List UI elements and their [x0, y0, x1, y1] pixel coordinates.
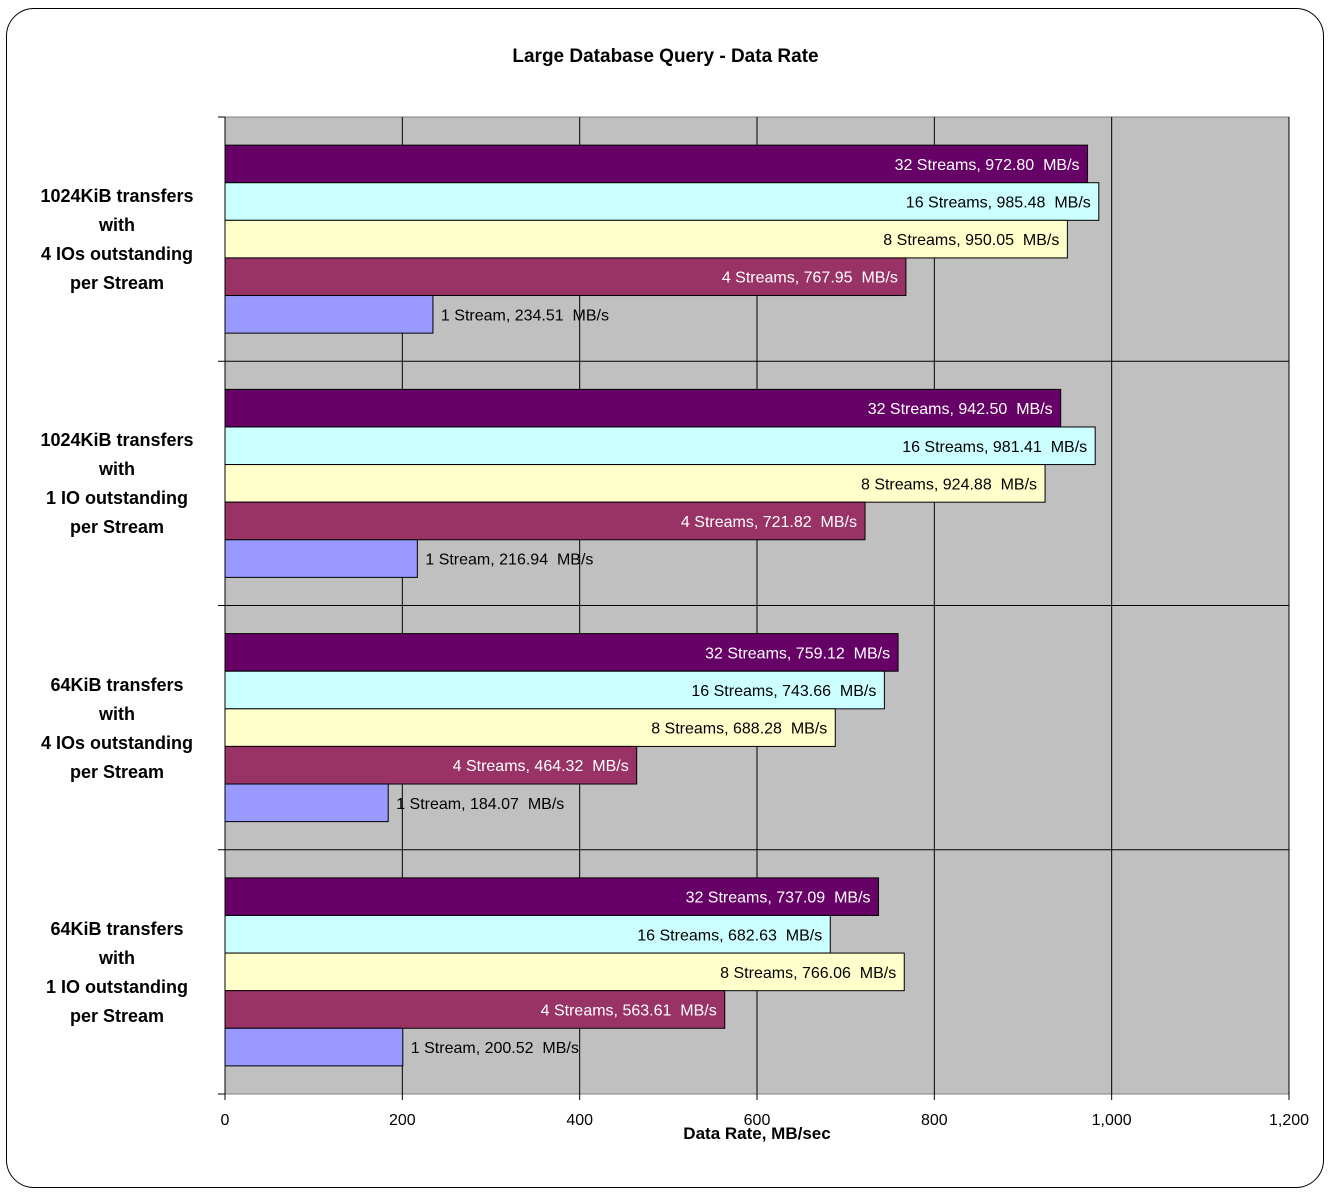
bar — [224, 539, 418, 578]
category-label: 64KiB transfers with 4 IOs outstanding per … — [12, 671, 222, 787]
bar — [224, 1027, 404, 1067]
data-label: 1 Stream, 234.51 MB/s — [441, 307, 609, 324]
data-label: 4 Streams, 721.82 MB/s — [681, 514, 857, 531]
bar — [224, 914, 831, 954]
bar — [224, 877, 880, 916]
bar — [224, 257, 907, 297]
category-label: 1024KiB transfers with 4 IOs outstanding pe… — [12, 182, 222, 298]
data-label: 1 Stream, 184.07 MB/s — [396, 796, 564, 813]
x-tick-label: 1,000 — [1092, 1112, 1132, 1129]
bar — [224, 295, 434, 334]
category-label: 1024KiB transfers with 1 IO outstanding per… — [12, 426, 222, 542]
bar — [224, 670, 885, 710]
bar — [224, 182, 1100, 221]
bar — [224, 501, 866, 541]
category-label-line: with — [99, 703, 135, 724]
x-tick-label: 200 — [389, 1112, 416, 1129]
category-label-line: per Stream — [69, 517, 165, 538]
category-label-line: with — [99, 459, 135, 480]
data-label: 4 Streams, 767.95 MB/s — [722, 270, 898, 287]
data-label: 1 Stream, 200.52 MB/s — [411, 1040, 579, 1057]
category-label-line: 1024KiB transfers — [40, 430, 194, 451]
category-label-line: per Stream — [69, 1005, 165, 1026]
category-label-line: 1 IO outstanding — [46, 488, 188, 509]
category-label-line: 64KiB transfers — [50, 674, 184, 695]
bar — [224, 426, 1096, 466]
x-tick-label: 800 — [921, 1112, 948, 1129]
category-label-line: 64KiB transfers — [50, 918, 184, 939]
data-label: 8 Streams, 950.05 MB/s — [883, 232, 1059, 249]
bar — [224, 745, 638, 785]
category-label-line: with — [99, 947, 135, 968]
category-label-line: per Stream — [69, 273, 165, 294]
category-label: 64KiB transfers with 1 IO outstanding per S… — [12, 915, 222, 1031]
x-tick-label: 600 — [744, 1112, 771, 1129]
bar — [224, 783, 389, 823]
category-label-line: per Stream — [69, 761, 165, 782]
category-label-line: 4 IOs outstanding — [40, 732, 193, 753]
bar — [224, 990, 726, 1029]
data-label: 4 Streams, 464.32 MB/s — [453, 758, 629, 775]
data-label: 8 Streams, 688.28 MB/s — [651, 721, 827, 738]
category-label-line: with — [99, 215, 135, 236]
data-label: 32 Streams, 759.12 MB/s — [705, 645, 890, 662]
bar — [224, 952, 905, 992]
data-label: 32 Streams, 972.80 MB/s — [895, 157, 1080, 174]
data-label: 8 Streams, 766.06 MB/s — [720, 965, 896, 982]
category-label-line: 1024KiB transfers — [40, 186, 194, 207]
x-tick-label: 0 — [221, 1112, 230, 1129]
data-label: 1 Stream, 216.94 MB/s — [425, 552, 593, 569]
x-tick-label: 400 — [566, 1112, 593, 1129]
bar — [224, 464, 1046, 503]
data-label: 16 Streams, 981.41 MB/s — [902, 439, 1087, 456]
x-axis-title: Data Rate, MB/sec — [683, 1124, 831, 1143]
bar — [224, 633, 899, 672]
data-label: 8 Streams, 924.88 MB/s — [861, 476, 1037, 493]
bar — [224, 708, 836, 747]
x-tick-label: 1,200 — [1269, 1112, 1309, 1129]
data-label: 4 Streams, 563.61 MB/s — [541, 1002, 717, 1019]
data-label: 32 Streams, 942.50 MB/s — [868, 401, 1053, 418]
bar — [224, 219, 1068, 259]
chart-title: Large Database Query - Data Rate — [512, 46, 819, 67]
data-label: 16 Streams, 682.63 MB/s — [637, 927, 822, 944]
data-label: 16 Streams, 743.66 MB/s — [691, 683, 876, 700]
data-label: 32 Streams, 737.09 MB/s — [686, 890, 871, 907]
category-label-line: 1 IO outstanding — [46, 976, 188, 997]
category-label-line: 4 IOs outstanding — [40, 244, 193, 265]
data-label: 16 Streams, 985.48 MB/s — [906, 195, 1091, 212]
